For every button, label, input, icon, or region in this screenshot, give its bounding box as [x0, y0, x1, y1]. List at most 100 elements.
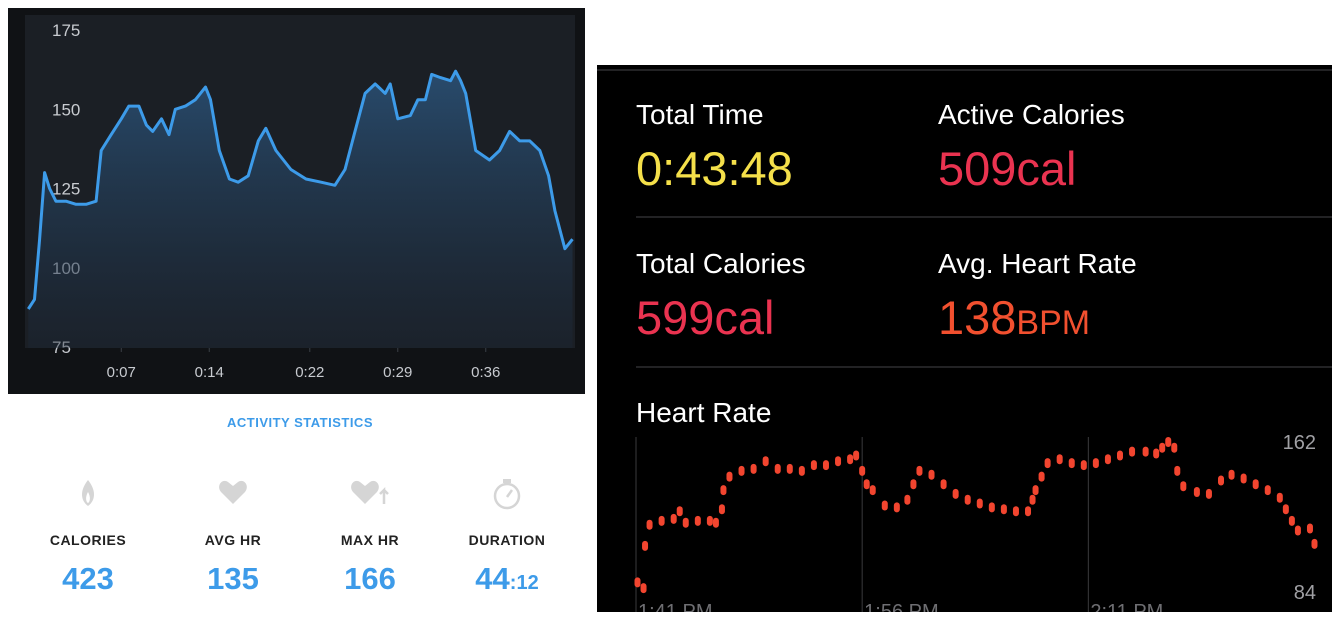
stat-value-main: 166: [344, 561, 396, 596]
heart-rate-dot: [750, 463, 757, 474]
heart-rate-dot: [904, 494, 911, 505]
stats-title: ACTIVITY STATISTICS: [227, 415, 373, 430]
heart-rate-dot: [1228, 469, 1235, 480]
heart-rate-dot: [720, 485, 727, 496]
stat-value-main: 135: [207, 561, 259, 596]
heart-rate-dot: [810, 460, 817, 471]
stat-value: 44:12: [475, 561, 538, 596]
heart-rate-dot: [670, 513, 677, 524]
heart-rate-dot: [1240, 473, 1247, 484]
metric-value-main: 509cal: [938, 142, 1077, 195]
metric-label: Total Time: [636, 99, 764, 130]
x-tick-label: 0:07: [107, 364, 136, 381]
heart-rate-dot: [1012, 506, 1019, 517]
heart-rate-dot: [762, 456, 769, 467]
metric-label: Avg. Heart Rate: [938, 248, 1137, 279]
heart-rate-dot: [718, 504, 725, 515]
heart-rate-dot: [706, 515, 713, 526]
heart-rate-dot: [952, 488, 959, 499]
heart-rate-dot: [646, 519, 653, 530]
heart-rate-dot: [853, 450, 860, 461]
stat-label: DURATION: [469, 532, 546, 548]
x-tick-label: 0:29: [383, 364, 412, 381]
metrics: Total Time 0:43:48 Active Calories 509cal To…: [636, 99, 1137, 344]
metric-value: 599cal: [636, 291, 775, 344]
heart-rate-dot: [1029, 494, 1036, 505]
metric-value-main: 138: [938, 291, 1016, 344]
heart-rate-dot: [859, 465, 866, 476]
x-tick-label: 0:14: [195, 364, 224, 381]
heart-rate-dot: [1193, 487, 1200, 497]
heart-rate-dot: [658, 515, 665, 526]
heart-rate-dot: [726, 471, 733, 482]
heart-rate-line: [27, 69, 574, 310]
heart-rate-dot: [916, 465, 923, 476]
left-chart: 751001251501750:070:140:220:290:36: [27, 21, 574, 381]
heart-rate-dot: [640, 583, 647, 594]
heart-rate-dot: [893, 502, 900, 513]
heart-rate-dot: [1282, 504, 1289, 515]
heart-rate-dot: [1025, 506, 1032, 517]
x-tick-label: 2:11 PM: [1090, 601, 1163, 623]
heart-rate-dot: [1180, 481, 1187, 492]
y-tick-label: 84: [1294, 582, 1316, 604]
stat-value-suffix: :12: [510, 572, 539, 594]
stats-card: [25, 394, 575, 610]
x-tick-label: 1:41 PM: [638, 601, 712, 623]
heart-rate-dot: [1218, 475, 1225, 486]
summary-panel: [597, 65, 1332, 612]
heart-rate-dot: [1276, 492, 1283, 503]
heart-rate-dot: [863, 479, 870, 490]
heart-rate-dot: [1038, 471, 1045, 482]
heart-rate-dot: [1306, 523, 1313, 534]
metric-value: 138BPM: [938, 291, 1090, 344]
heart-rate-dot: [1205, 488, 1212, 499]
heart-rate-dot: [738, 465, 745, 476]
heart-rate-dot: [1153, 448, 1160, 459]
heart-rate-dot: [1294, 525, 1301, 536]
stat-label: CALORIES: [50, 532, 126, 548]
stat-value: 135: [207, 561, 259, 596]
y-tick-label: 125: [52, 180, 80, 199]
stat-icons: [82, 479, 521, 510]
heart-rate-dot: [869, 485, 876, 496]
heart-rate-dot: [1129, 446, 1136, 457]
stat-value-main: 44: [475, 561, 510, 596]
heart-rate-dot: [1092, 458, 1099, 469]
metric-label: Total Calories: [636, 248, 806, 279]
y-tick-label: 162: [1283, 432, 1316, 454]
heart-rate-title: Heart Rate: [636, 397, 771, 428]
heart-rate-dot: [1116, 450, 1123, 461]
metric-value-main: 0:43:48: [636, 142, 793, 195]
heart-rate-dot: [1159, 442, 1166, 453]
heart-rate-dot: [1311, 538, 1318, 549]
metric-value: 0:43:48: [636, 142, 793, 195]
heart-rate-dot: [976, 498, 983, 509]
heart-rate-dot: [774, 463, 781, 474]
x-tick-label: 0:36: [471, 364, 500, 381]
heart-rate-dot: [910, 479, 917, 490]
heart-rate-dot: [1000, 504, 1007, 515]
heart-rate-dot: [1032, 485, 1039, 496]
heart-rate-dot: [712, 517, 719, 528]
stat-value: 423: [62, 561, 114, 596]
heart-rate-dot: [642, 540, 649, 551]
stopwatch-icon: [493, 482, 521, 510]
stats-row: CALORIES 423 AVG HR 135 MAX HR 166 DURATION 44:…: [50, 532, 546, 596]
arrow-icon: [379, 486, 389, 504]
heart-rate-dot: [964, 494, 971, 505]
metric-unit: BPM: [1016, 304, 1090, 342]
heart-rate-dot: [676, 506, 683, 517]
heart-rate-dot: [634, 577, 641, 588]
heart-rate-dot: [1044, 458, 1051, 469]
heart-rate-dot: [1056, 454, 1063, 465]
heart-rate-dot: [694, 515, 701, 526]
stat-label: MAX HR: [341, 532, 399, 548]
x-tick-label: 0:22: [295, 364, 324, 381]
area-fill: [28, 71, 573, 348]
metric-label: Active Calories: [938, 99, 1125, 130]
y-tick-label: 150: [52, 100, 80, 119]
heart-rate-dot: [1264, 485, 1271, 496]
